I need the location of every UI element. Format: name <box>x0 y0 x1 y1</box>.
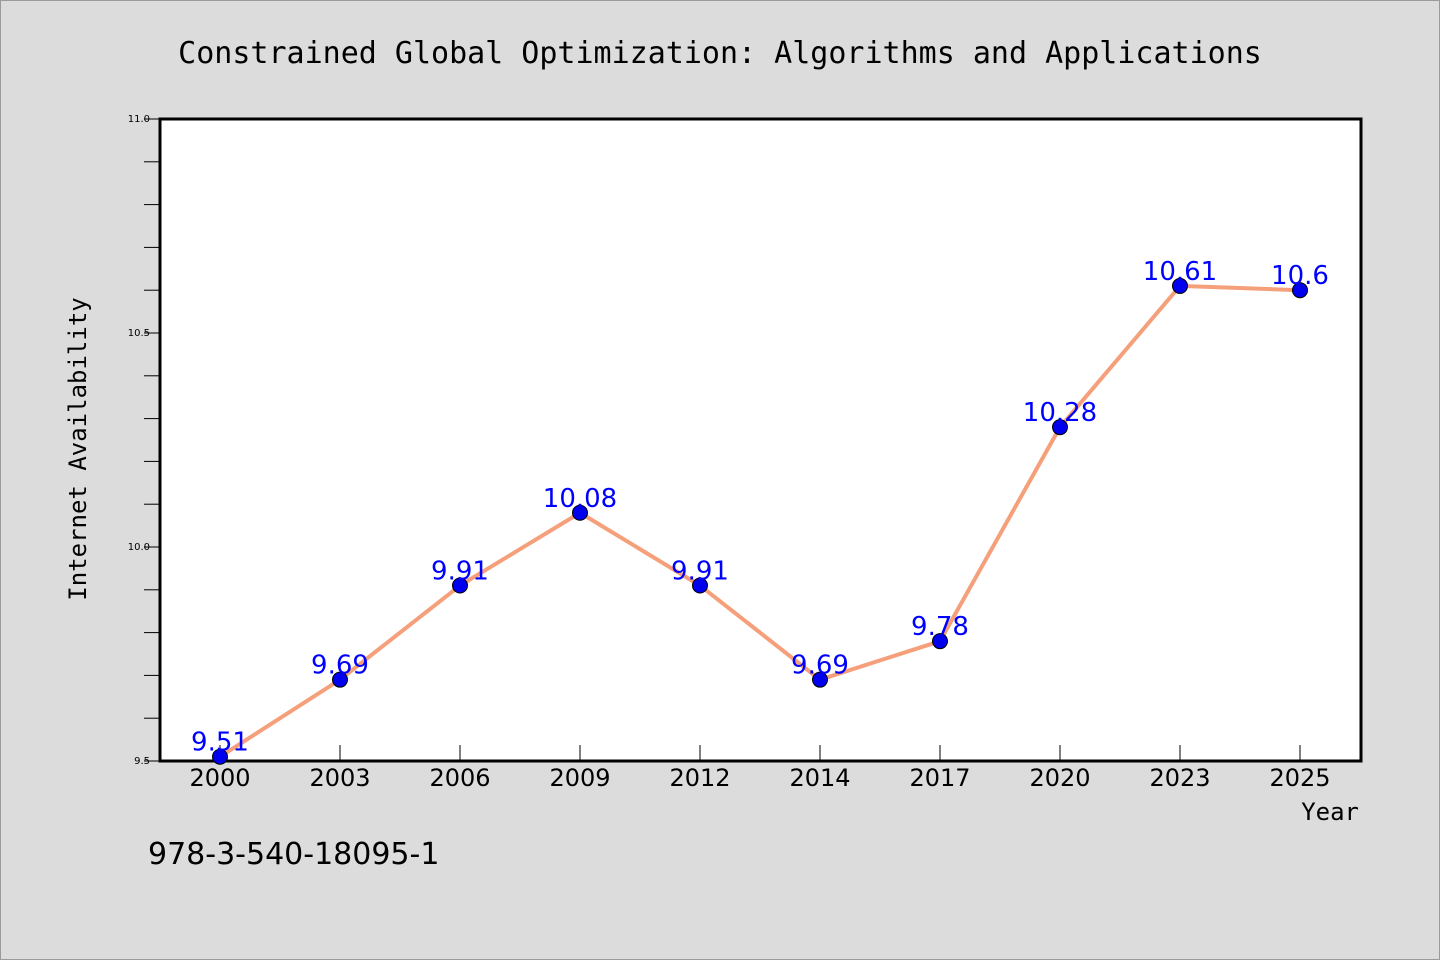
plot-area <box>158 117 1363 763</box>
x-axis-label: Year <box>1301 798 1359 826</box>
x-tick-label: 2009 <box>549 764 610 792</box>
x-tick-label: 2023 <box>1149 764 1210 792</box>
x-axis: 2000 2003 2006 2009 2012 2014 2017 2020 2023 2025 <box>189 745 1331 792</box>
data-point-marker <box>572 504 588 521</box>
y-axis: 9.5 10.0 10.5 11.0 <box>128 114 160 767</box>
x-tick-label: 2012 <box>669 764 730 792</box>
data-point-marker <box>1052 419 1068 436</box>
data-label: 10.28 <box>1023 398 1097 428</box>
data-point-marker <box>932 633 948 650</box>
data-point-marker <box>1172 277 1188 294</box>
data-point-marker <box>812 671 828 688</box>
data-label-group: 9.51 9.69 9.91 10.08 9.91 9.69 9.78 10.28 10.61 1… <box>191 257 1329 758</box>
x-tick-label: 2006 <box>429 764 490 792</box>
data-label: 9.69 <box>311 651 369 681</box>
y-axis-label: Internet Availability <box>64 297 92 600</box>
y-tick-label: 11.0 <box>128 114 150 125</box>
series-line-group <box>218 283 1302 759</box>
data-label: 10.6 <box>1271 261 1329 291</box>
x-tick-label: 2003 <box>309 764 370 792</box>
data-label: 9.91 <box>431 557 489 587</box>
chart-title: Constrained Global Optimization: Algorit… <box>178 36 1262 71</box>
data-label: 9.69 <box>791 651 849 681</box>
data-label: 10.08 <box>543 484 617 514</box>
data-point-marker <box>332 671 348 688</box>
data-point-marker <box>452 577 468 594</box>
data-label: 10.61 <box>1143 257 1217 287</box>
data-label: 9.91 <box>671 557 729 587</box>
marker-group <box>212 277 1308 765</box>
data-point-marker <box>1292 282 1308 299</box>
isbn-text: 978-3-540-18095-1 <box>148 837 439 872</box>
data-label: 9.78 <box>911 612 969 642</box>
data-point-marker <box>692 577 708 594</box>
y-tick-label: 10.5 <box>128 328 150 339</box>
y-tick-label: 9.5 <box>134 756 150 767</box>
data-point-marker <box>212 748 228 765</box>
data-label: 9.51 <box>191 728 249 758</box>
x-tick-label: 2000 <box>189 764 250 792</box>
x-tick-label: 2014 <box>789 764 850 792</box>
y-tick-label: 10.0 <box>128 542 150 553</box>
x-tick-label: 2020 <box>1029 764 1090 792</box>
x-tick-label: 2017 <box>909 764 970 792</box>
x-tick-label: 2025 <box>1269 764 1330 792</box>
series-line <box>218 283 1302 759</box>
